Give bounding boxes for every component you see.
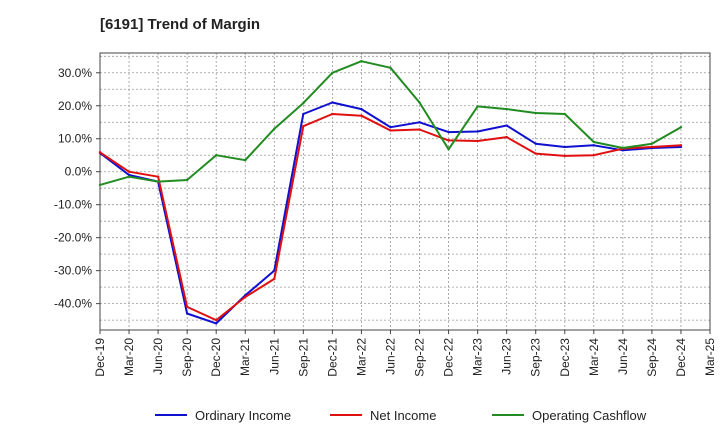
data-point	[273, 127, 276, 131]
data-point	[331, 112, 334, 116]
data-point	[127, 170, 131, 173]
y-tick-label: -20.0%	[54, 231, 92, 245]
x-tick-label: Dec-21	[325, 338, 339, 377]
data-point	[244, 158, 247, 162]
series-lines	[98, 60, 683, 325]
data-point	[98, 151, 102, 154]
data-point	[592, 140, 596, 144]
x-tick-label: Dec-19	[93, 338, 107, 377]
data-point	[185, 312, 189, 315]
data-point	[592, 144, 596, 147]
x-tick-label: Dec-20	[209, 338, 223, 377]
x-tick-label: Dec-22	[442, 338, 456, 377]
data-point	[447, 139, 450, 142]
data-point	[389, 129, 392, 132]
data-point	[156, 180, 160, 183]
data-point	[505, 135, 508, 139]
x-tick-label: Mar-20	[122, 338, 136, 376]
x-tick-label: Jun-22	[383, 338, 397, 375]
axes	[96, 52, 711, 334]
legend-label: Operating Cashflow	[532, 408, 647, 423]
y-tick-label: -30.0%	[54, 264, 92, 278]
data-point	[679, 145, 683, 149]
y-tick-label: 10.0%	[58, 132, 92, 146]
data-point	[418, 101, 421, 104]
x-tick-label: Sep-24	[645, 338, 659, 377]
x-tick-label: Jun-24	[616, 338, 630, 375]
data-point	[302, 112, 305, 116]
data-point	[214, 318, 218, 322]
x-tick-label: Dec-23	[558, 338, 572, 377]
data-point	[360, 60, 363, 63]
y-tick-label: -10.0%	[54, 198, 92, 212]
data-point	[447, 130, 450, 134]
data-point	[679, 125, 683, 129]
legend-label: Ordinary Income	[195, 408, 291, 423]
data-point	[505, 107, 508, 111]
legend-label: Net Income	[370, 408, 436, 423]
x-tick-label: Sep-22	[413, 338, 427, 377]
x-tick-label: Dec-24	[674, 338, 688, 377]
y-tick-labels: 30.0% 20.0% 10.0% 0.0% -10.0% -20.0% -30.0% -40…	[54, 66, 92, 311]
data-point	[273, 277, 276, 281]
x-tick-label: Mar-25	[703, 338, 717, 376]
chart-title: [6191] Trend of Margin	[100, 16, 261, 33]
y-tick-label: 20.0%	[58, 99, 92, 113]
data-point	[331, 71, 334, 74]
data-point	[302, 101, 305, 105]
data-point	[360, 107, 363, 111]
data-point	[360, 114, 363, 117]
legend: Ordinary Income Net Income Operating Cashf…	[155, 408, 647, 423]
data-point	[534, 142, 537, 145]
data-point	[244, 295, 247, 299]
x-tick-label: Sep-23	[529, 338, 543, 377]
data-point	[156, 175, 160, 178]
data-point	[563, 154, 566, 158]
data-point	[563, 145, 566, 149]
data-point	[476, 130, 479, 133]
plot-frame	[99, 52, 711, 331]
data-point	[214, 154, 218, 157]
x-tick-labels: Dec-19 Mar-20 Jun-20 Sep-20 Dec-20 Mar-21 Jun-…	[93, 338, 717, 377]
data-point	[302, 125, 305, 128]
data-point	[214, 322, 218, 325]
y-tick-label: 30.0%	[58, 66, 92, 80]
data-point	[418, 128, 421, 131]
data-point	[534, 111, 537, 115]
x-tick-label: Jun-21	[267, 338, 281, 375]
data-point	[650, 142, 654, 145]
x-tick-label: Mar-23	[471, 338, 485, 376]
grid-lines	[100, 53, 710, 330]
data-point	[127, 175, 131, 178]
data-point	[679, 144, 683, 147]
data-point	[389, 66, 392, 70]
data-point	[476, 105, 479, 108]
x-tick-label: Mar-22	[354, 338, 368, 376]
data-point	[127, 173, 131, 177]
y-tick-label: 0.0%	[65, 165, 93, 179]
x-tick-label: Jun-20	[151, 338, 165, 375]
data-point	[185, 178, 189, 182]
data-point	[563, 112, 566, 116]
data-point	[592, 154, 596, 157]
data-point	[534, 152, 537, 155]
data-point	[98, 183, 102, 187]
x-tick-label: Sep-21	[296, 338, 310, 377]
data-point	[621, 146, 625, 150]
x-tick-label: Mar-21	[238, 338, 252, 376]
x-tick-label: Jun-23	[500, 338, 514, 375]
data-point	[650, 145, 654, 149]
data-point	[389, 125, 392, 129]
data-point	[185, 305, 189, 309]
x-tick-label: Mar-24	[587, 338, 601, 376]
data-point	[505, 124, 508, 127]
x-tick-label: Sep-20	[180, 338, 194, 377]
data-point	[418, 121, 421, 124]
data-point	[331, 101, 334, 104]
y-tick-label: -40.0%	[54, 297, 92, 311]
data-point	[447, 148, 450, 151]
data-point	[476, 139, 479, 143]
